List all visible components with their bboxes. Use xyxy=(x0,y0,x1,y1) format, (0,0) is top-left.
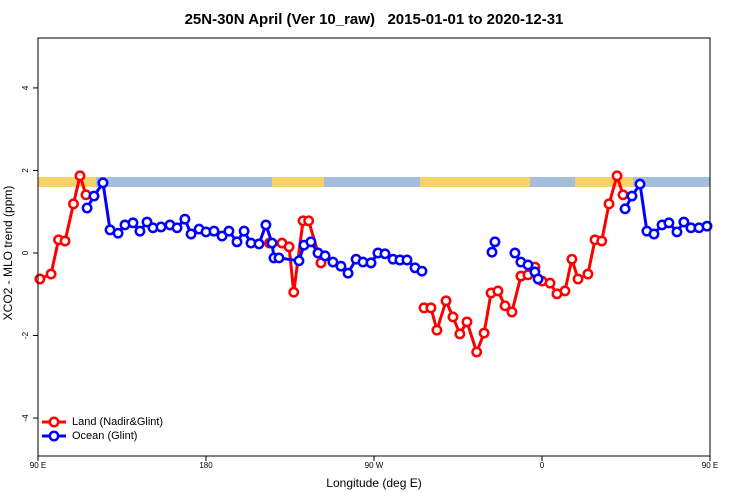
data-point xyxy=(185,228,197,240)
y-tick-label: -2 xyxy=(21,331,30,339)
data-point xyxy=(273,252,285,264)
data-point xyxy=(611,170,623,182)
data-point xyxy=(97,177,109,189)
plot-area xyxy=(34,170,713,358)
data-point xyxy=(522,259,534,271)
data-point xyxy=(319,250,331,262)
y-tick-label: 4 xyxy=(21,85,30,90)
data-point xyxy=(461,316,473,328)
data-point xyxy=(559,285,571,297)
legend-marker xyxy=(48,416,60,428)
legend-label: Land (Nadir&Glint) xyxy=(72,416,163,428)
data-point xyxy=(648,228,660,240)
data-point xyxy=(626,190,638,202)
data-point xyxy=(283,241,295,253)
data-point xyxy=(45,268,57,280)
data-point xyxy=(619,203,631,215)
data-point xyxy=(671,226,683,238)
data-point xyxy=(238,225,250,237)
data-point xyxy=(293,255,305,267)
legend-marker xyxy=(48,430,60,442)
data-point xyxy=(617,189,629,201)
data-point xyxy=(134,225,146,237)
data-point xyxy=(223,225,235,237)
data-point xyxy=(288,286,300,298)
data-point xyxy=(127,217,139,229)
data-point xyxy=(365,257,377,269)
data-point xyxy=(305,236,317,248)
data-point xyxy=(582,268,594,280)
data-point xyxy=(327,256,339,268)
data-point xyxy=(171,222,183,234)
data-point xyxy=(492,285,504,297)
data-point xyxy=(112,227,124,239)
data-point xyxy=(216,230,228,242)
ocean-strip xyxy=(38,177,710,187)
y-tick-label: -4 xyxy=(21,414,30,422)
data-point xyxy=(701,220,713,232)
y-tick-label: 0 xyxy=(21,250,30,255)
data-point xyxy=(447,311,459,323)
land-ocean-band xyxy=(38,177,710,187)
data-point xyxy=(266,237,278,249)
land-strip xyxy=(38,177,96,187)
data-point xyxy=(532,273,544,285)
y-axis-label: XCO2 - MLO trend (ppm) xyxy=(1,186,15,321)
data-point xyxy=(544,277,556,289)
data-point xyxy=(260,219,272,231)
data-point xyxy=(59,235,71,247)
data-point xyxy=(506,306,518,318)
data-point xyxy=(179,213,191,225)
data-point xyxy=(253,238,265,250)
data-point xyxy=(303,215,315,227)
data-point xyxy=(34,273,46,285)
data-point xyxy=(379,248,391,260)
data-point xyxy=(335,260,347,272)
x-tick-label: 0 xyxy=(540,461,545,470)
x-tick-label: 90 E xyxy=(702,461,718,470)
data-point xyxy=(431,324,443,336)
data-point xyxy=(208,225,220,237)
data-point xyxy=(478,327,490,339)
data-point xyxy=(74,170,86,182)
data-point xyxy=(486,246,498,258)
data-point xyxy=(572,273,584,285)
data-point xyxy=(68,198,79,210)
data-point xyxy=(471,346,483,358)
data-point xyxy=(401,254,413,266)
data-point xyxy=(499,300,511,312)
data-point xyxy=(155,221,167,233)
data-point xyxy=(678,216,690,228)
data-point xyxy=(603,198,615,210)
data-point xyxy=(596,235,608,247)
x-tick-label: 180 xyxy=(199,461,213,470)
data-point xyxy=(416,265,428,277)
data-point xyxy=(425,302,437,314)
x-axis-label: Longitude (deg E) xyxy=(326,476,421,490)
data-point xyxy=(88,190,100,202)
data-point xyxy=(663,217,675,229)
data-point xyxy=(81,202,93,214)
data-point xyxy=(566,253,578,265)
data-point xyxy=(231,236,243,248)
x-tick-label: 90 E xyxy=(30,461,46,470)
land-strip xyxy=(272,177,324,187)
y-tick-label: 2 xyxy=(21,168,30,173)
chart-title: 25N-30N April (Ver 10_raw) 2015-01-01 to… xyxy=(185,11,564,28)
data-point xyxy=(342,267,354,279)
data-point xyxy=(454,328,466,340)
land-strip xyxy=(575,177,633,187)
data-point xyxy=(440,295,452,307)
land-strip xyxy=(420,177,530,187)
x-tick-label: 90 W xyxy=(365,461,384,470)
data-point xyxy=(489,236,501,248)
plot-frame xyxy=(37,37,711,457)
data-point xyxy=(509,247,521,259)
data-point xyxy=(634,178,646,190)
legend-label: Ocean (Glint) xyxy=(72,430,137,442)
